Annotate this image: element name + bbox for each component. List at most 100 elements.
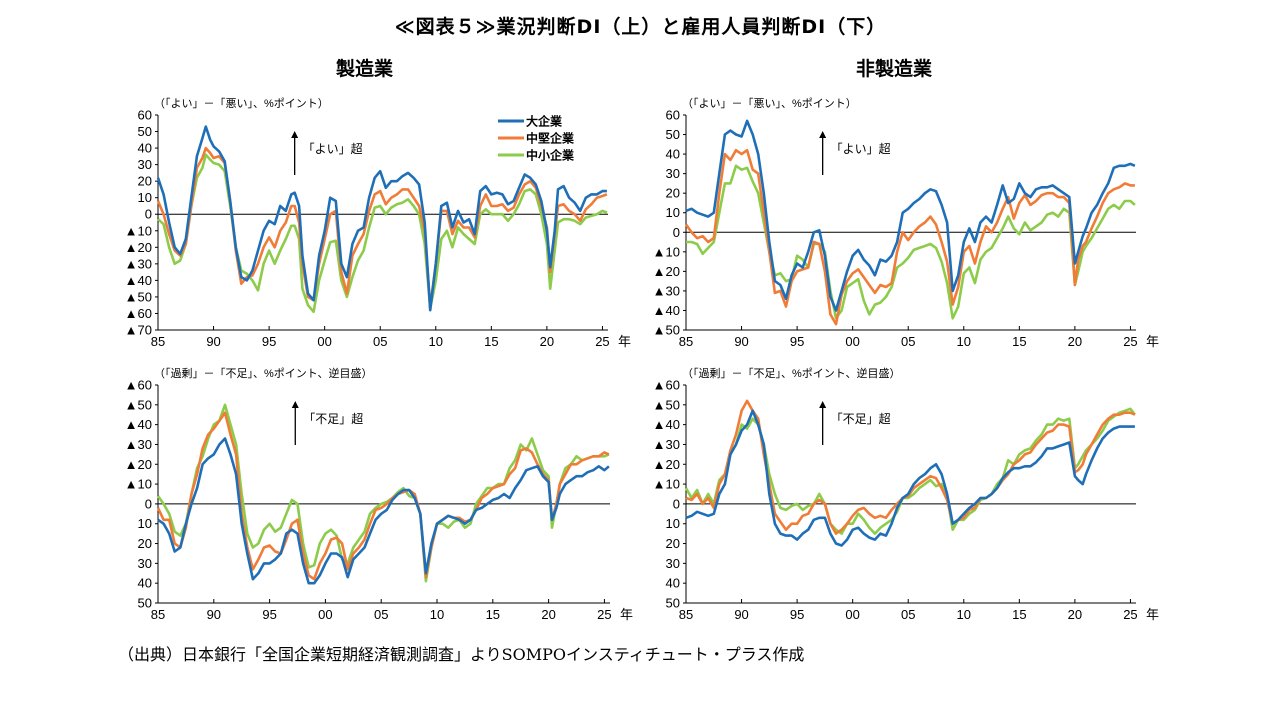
- series-line-small: [684, 407, 1136, 535]
- x-tick-label: 85: [151, 607, 165, 622]
- y-axis-label: （「よい」－「悪い」、%ポイント）: [682, 97, 857, 110]
- y-tick-label: ▲50: [125, 289, 152, 304]
- y-tick-label: ▲60: [125, 378, 152, 393]
- y-tick-label: ▲30: [653, 283, 680, 298]
- x-tick-label: 85: [151, 334, 165, 349]
- y-tick-label: 40: [666, 576, 680, 591]
- y-axis-label: （「過剰」－「不足」、%ポイント、逆目盛）: [154, 366, 373, 380]
- x-axis-unit: 年: [1146, 607, 1159, 622]
- y-tick-label: 20: [138, 536, 152, 551]
- y-tick-label: 50: [138, 124, 152, 139]
- series-line-small: [686, 164, 1136, 320]
- series-line-large: [685, 409, 1135, 547]
- series-line-large: [685, 119, 1136, 312]
- y-tick-label: ▲30: [653, 437, 680, 452]
- y-tick-label: 60: [666, 108, 680, 123]
- y-tick-label: 30: [138, 157, 152, 172]
- x-tick-label: 95: [262, 607, 276, 622]
- x-axis-unit: 年: [620, 607, 633, 622]
- x-tick-label: 90: [734, 334, 748, 349]
- x-tick-label: 90: [206, 334, 220, 349]
- direction-annotation: 「不足」超: [303, 411, 363, 426]
- column-title-non-manufacturing: 非製造業: [856, 58, 933, 80]
- x-tick-label: 25: [595, 334, 609, 349]
- series-line-large: [157, 437, 610, 585]
- figure-title: ≪図表５≫業況判断DI（上）と雇用人員判断DI（下）: [394, 16, 887, 38]
- x-tick-label: 10: [429, 334, 443, 349]
- x-tick-label: 05: [374, 607, 388, 622]
- x-tick-label: 25: [1123, 334, 1137, 349]
- x-tick-label: 05: [901, 334, 915, 349]
- y-tick-label: 10: [138, 190, 152, 205]
- y-tick-label: 0: [673, 225, 680, 240]
- y-tick-label: 0: [673, 496, 680, 511]
- direction-annotation: 「不足」超: [831, 411, 891, 426]
- y-tick-label: 50: [666, 127, 680, 142]
- source-note: （出典）日本銀行「全国企業短期経済観測調査」よりSOMPOインスティチュート・プ…: [118, 645, 805, 664]
- y-axis-label: （「過剰」－「不足」、%ポイント、逆目盛）: [682, 366, 901, 380]
- x-tick-label: 95: [790, 334, 804, 349]
- x-tick-label: 15: [1012, 334, 1026, 349]
- y-tick-label: ▲20: [125, 457, 152, 472]
- y-tick-label: ▲30: [125, 437, 152, 452]
- x-axis-unit: 年: [618, 334, 631, 349]
- y-tick-label: ▲40: [125, 273, 152, 288]
- y-tick-label: 20: [666, 536, 680, 551]
- series-line-large: [156, 125, 607, 312]
- y-tick-label: ▲50: [653, 323, 680, 338]
- y-tick-label: ▲60: [653, 378, 680, 393]
- y-tick-label: 60: [138, 108, 152, 123]
- y-tick-label: 10: [666, 516, 680, 531]
- x-tick-label: 10: [957, 607, 971, 622]
- x-tick-label: 90: [734, 607, 748, 622]
- y-tick-label: ▲70: [125, 323, 152, 338]
- y-tick-label: ▲40: [653, 303, 680, 318]
- x-tick-label: 25: [597, 607, 611, 622]
- y-tick-label: ▲20: [653, 264, 680, 279]
- y-tick-label: 0: [145, 496, 152, 511]
- x-tick-label: 95: [262, 334, 276, 349]
- y-tick-label: 40: [138, 141, 152, 156]
- y-tick-label: ▲10: [125, 223, 152, 238]
- x-tick-label: 25: [1123, 607, 1137, 622]
- y-tick-label: 20: [666, 186, 680, 201]
- arrow-head-icon: [819, 131, 827, 138]
- y-tick-label: ▲10: [653, 244, 680, 259]
- arrow-head-icon: [291, 401, 299, 408]
- y-tick-label: 40: [666, 147, 680, 162]
- y-tick-label: ▲40: [653, 417, 680, 432]
- x-tick-label: 20: [541, 607, 555, 622]
- y-axis-label: （「よい」－「悪い」、%ポイント）: [154, 97, 329, 110]
- x-tick-label: 15: [484, 334, 498, 349]
- x-tick-label: 05: [901, 607, 915, 622]
- y-tick-label: ▲60: [125, 306, 152, 321]
- y-tick-label: 10: [138, 516, 152, 531]
- x-tick-label: 00: [317, 334, 331, 349]
- y-tick-label: ▲10: [125, 477, 152, 492]
- x-tick-label: 20: [540, 334, 554, 349]
- chart-manufacturing-business-di: （「よい」－「悪い」、%ポイント）6050403020100▲10▲20▲30▲…: [125, 97, 631, 349]
- y-tick-label: ▲30: [125, 256, 152, 271]
- y-tick-label: 0: [145, 207, 152, 222]
- arrow-head-icon: [291, 131, 299, 138]
- x-tick-label: 20: [1068, 607, 1082, 622]
- x-tick-label: 05: [373, 334, 387, 349]
- series-line-medium: [684, 148, 1135, 326]
- x-axis-unit: 年: [1146, 334, 1159, 349]
- legend-label-small: 中小企業: [526, 148, 575, 163]
- y-tick-label: 50: [666, 596, 680, 611]
- chart-manufacturing-employment-di: （「過剰」－「不足」、%ポイント、逆目盛）▲60 ▲50 ▲40 ▲30 ▲20 ▲10 0…: [125, 366, 633, 622]
- direction-annotation: 「よい」超: [303, 141, 363, 156]
- series-line-small: [156, 403, 610, 583]
- y-tick-label: 30: [666, 556, 680, 571]
- y-tick-label: ▲50: [653, 397, 680, 412]
- y-tick-label: 10: [666, 205, 680, 220]
- y-tick-label: ▲20: [653, 457, 680, 472]
- chart-non-manufacturing-business-di: （「よい」－「悪い」、%ポイント）60 50 40 30 20 10 0 ▲10 ▲20 ▲30 ▲…: [653, 97, 1159, 349]
- x-tick-label: 20: [1068, 334, 1082, 349]
- y-tick-label: ▲10: [653, 477, 680, 492]
- y-tick-label: 30: [666, 166, 680, 181]
- y-tick-label: 40: [138, 576, 152, 591]
- direction-annotation: 「よい」超: [831, 141, 891, 156]
- x-tick-label: 10: [957, 334, 971, 349]
